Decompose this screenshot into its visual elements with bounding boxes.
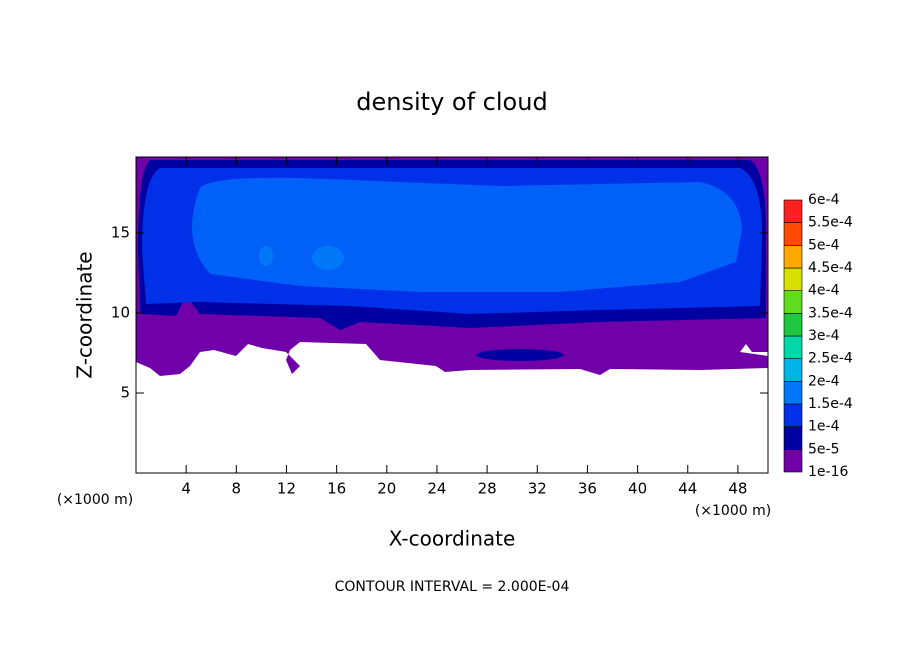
colorbar-box [783,358,803,382]
contour-region [259,246,273,266]
colorbar-label: 5.5e-4 [808,215,853,231]
colorbar-label: 4e-4 [808,283,840,299]
colorbar-box [783,245,803,269]
y-tick-label: 5 [120,384,130,402]
colorbar-label: 1e-4 [808,419,840,435]
colorbar-box [783,335,803,359]
x-tick-label: 8 [232,480,242,498]
contour-field [136,157,768,376]
chart-title: density of cloud [356,88,547,116]
colorbar-box [783,267,803,291]
x-unit: (×1000 m) [695,503,771,519]
colorbar-label: 1.5e-4 [808,396,853,412]
colorbar-label: 3e-4 [808,328,840,344]
x-tick-label: 44 [678,480,697,498]
plot-frame [135,156,769,474]
y-unit: (×1000 m) [57,492,133,508]
x-tick-label: 32 [528,480,547,498]
y-tick-label: 15 [111,224,130,242]
x-tick-label: 28 [478,480,497,498]
x-tick-label: 20 [377,480,396,498]
colorbar-box [783,403,803,427]
colorbar-label: 3.5e-4 [808,305,853,321]
x-axis-label: X-coordinate [389,527,516,551]
y-tick-label: 10 [111,304,130,322]
colorbar-box [783,199,803,223]
colorbar-box [783,449,803,473]
x-tick-label: 48 [728,480,747,498]
contour-region [312,246,344,270]
contour-region [192,177,742,292]
contour-region [476,349,564,361]
colorbar-box [783,426,803,450]
colorbar-box [783,313,803,337]
colorbar-label: 2e-4 [808,373,840,389]
x-tick-label: 24 [427,480,446,498]
colorbar-box [783,290,803,314]
colorbar-box [783,222,803,246]
colorbar-label: 4.5e-4 [808,260,853,276]
x-tick-label: 16 [327,480,346,498]
colorbar-label: 5e-5 [808,441,839,457]
x-tick-label: 40 [628,480,647,498]
x-tick-label: 36 [578,480,597,498]
x-tick-label: 4 [181,480,191,498]
colorbar-label: 6e-4 [808,192,840,208]
colorbar-label: 1e-16 [808,464,848,480]
colorbar-label: 2.5e-4 [808,351,853,367]
footnote: CONTOUR INTERVAL = 2.000E-04 [335,579,570,595]
colorbar-label: 5e-4 [808,237,840,253]
y-axis-label: Z-coordinate [73,251,97,378]
colorbar-box [783,381,803,405]
x-tick-label: 12 [277,480,296,498]
